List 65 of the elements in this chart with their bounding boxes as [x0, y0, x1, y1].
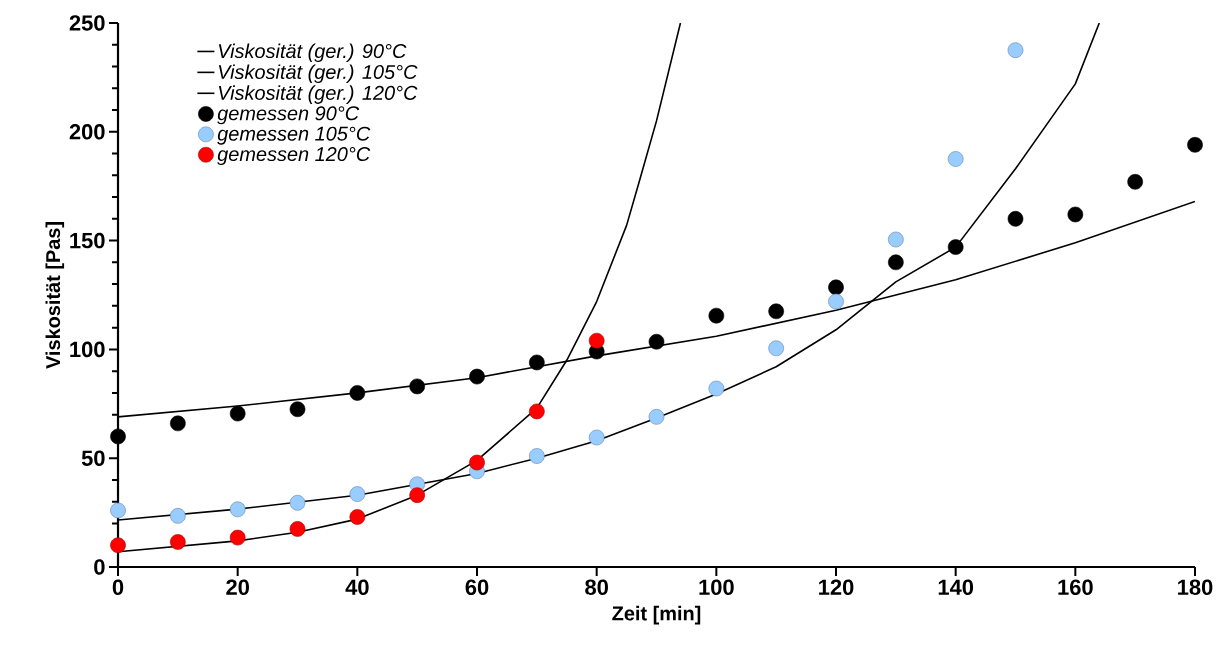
point [947, 239, 964, 255]
point [229, 405, 246, 422]
x-tick-label: 120 [819, 579, 854, 596]
point [110, 537, 126, 554]
point [170, 415, 186, 432]
legend-label: gemessen 105°C [217, 126, 371, 145]
point [768, 340, 784, 357]
point [409, 378, 425, 395]
point [469, 454, 485, 471]
legend-label: gemessen 90°C [217, 106, 360, 125]
point [409, 487, 425, 503]
y-tick-label: 150 [70, 232, 105, 249]
point [349, 509, 366, 525]
legend-label: gemessen 120°C [217, 147, 371, 166]
point [648, 333, 665, 350]
point [1187, 137, 1203, 153]
point [170, 534, 186, 550]
point [110, 502, 126, 519]
point [648, 409, 665, 425]
y-tick-label: 0 [94, 559, 105, 575]
point [768, 303, 784, 320]
point [708, 380, 725, 397]
point [289, 494, 306, 511]
point [1127, 174, 1143, 190]
x-tick-label: 60 [465, 579, 489, 596]
point [947, 151, 964, 167]
point [1007, 211, 1024, 227]
y-tick-label: 250 [69, 15, 105, 31]
x-tick-label: 80 [585, 579, 608, 596]
point [170, 508, 186, 524]
y-tick-label: 200 [69, 124, 105, 140]
y-tick-label: 100 [70, 341, 105, 358]
point [349, 486, 366, 502]
point [1067, 206, 1084, 223]
legend-label: Viskosität (ger.) 105°C [218, 64, 418, 83]
x-tick-label: 0 [112, 579, 124, 596]
point [888, 254, 904, 271]
point [529, 354, 545, 371]
point [349, 385, 366, 401]
x-tick-label: 160 [1058, 579, 1093, 596]
point [229, 501, 246, 518]
x-tick-label: 100 [699, 579, 734, 596]
point [708, 307, 725, 324]
x-tick-label: 20 [226, 579, 249, 596]
point [289, 521, 306, 537]
x-tick-label: 40 [345, 579, 369, 596]
x-tick-label: 140 [938, 579, 974, 596]
point [289, 401, 306, 418]
legend-label: Viskosität (ger.) 120°C [218, 85, 418, 104]
point [828, 293, 844, 310]
point [110, 428, 126, 445]
y-axis-title: Viskosität [Pas] [45, 222, 65, 369]
y-tick-label: 50 [81, 450, 105, 466]
x-axis-title: Zeit [min] [612, 605, 701, 625]
point [828, 279, 844, 296]
point [888, 231, 904, 248]
point [529, 403, 545, 420]
point [229, 529, 246, 546]
x-tick-label: 180 [1178, 579, 1213, 596]
point [588, 429, 605, 446]
point [469, 368, 485, 385]
point [588, 332, 605, 349]
point [1007, 42, 1024, 58]
legend-label: Viskosität (ger.) 90°C [218, 43, 407, 63]
point [529, 448, 545, 464]
